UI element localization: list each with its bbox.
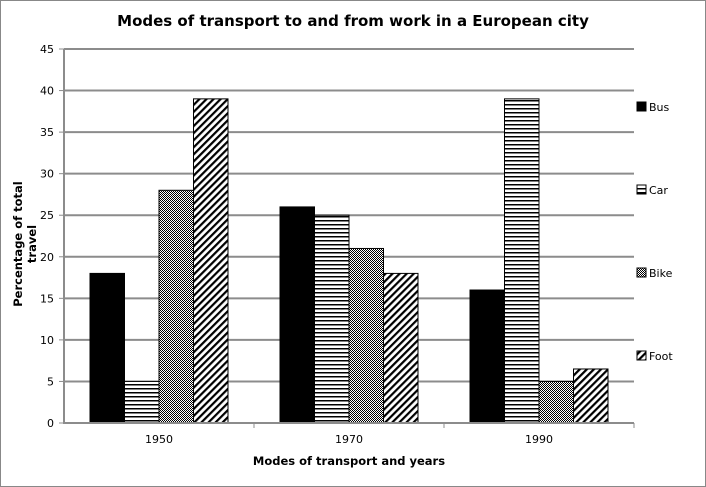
- chart-title: Modes of transport to and from work in a…: [117, 12, 589, 30]
- y-tick-label: 15: [40, 292, 54, 305]
- bar-bus-1950: [89, 272, 125, 424]
- y-tick-label: 35: [40, 126, 54, 139]
- y-tick-label: 25: [40, 209, 54, 222]
- x-tick-label: 1970: [335, 433, 363, 446]
- y-tick-label: 45: [40, 43, 54, 56]
- x-axis-label: Modes of transport and years: [252, 454, 446, 468]
- y-tick-label: 10: [40, 334, 54, 347]
- bar-bus-1970: [279, 206, 315, 424]
- legend-swatch-car: [636, 184, 647, 195]
- x-tick-label: 1950: [145, 433, 173, 446]
- legend-label-car: Car: [649, 184, 668, 197]
- bar-bus-1990: [469, 289, 505, 424]
- legend-label-foot: Foot: [649, 350, 673, 363]
- bar-foot-1970: [383, 272, 419, 424]
- bar-bike-1950: [158, 189, 194, 424]
- x-tick-label: 1990: [525, 433, 553, 446]
- bar-foot-1950: [193, 98, 229, 424]
- y-tick-label: 0: [47, 417, 54, 430]
- y-tick-label: 40: [40, 85, 54, 98]
- y-tick-label: 20: [40, 251, 54, 264]
- legend-label-bus: Bus: [649, 101, 670, 114]
- bar-car-1990: [504, 98, 540, 424]
- legend: Bus Car Bike Foot: [636, 101, 673, 363]
- axes: 0 5 10 15 20 25 30 35 40 45 1950 1970 1990: [40, 43, 635, 446]
- legend-label-bike: Bike: [649, 267, 673, 280]
- legend-swatch-bus: [636, 101, 647, 112]
- bar-bike-1990: [538, 380, 574, 424]
- bar-foot-1990: [573, 368, 609, 424]
- bar-car-1950: [124, 380, 160, 424]
- y-tick-label: 5: [47, 375, 54, 388]
- legend-swatch-foot: [636, 350, 647, 361]
- bars: [89, 98, 609, 424]
- bar-bike-1970: [348, 247, 384, 424]
- bar-car-1970: [314, 214, 350, 424]
- legend-swatch-bike: [636, 267, 647, 278]
- y-tick-label: 30: [40, 168, 54, 181]
